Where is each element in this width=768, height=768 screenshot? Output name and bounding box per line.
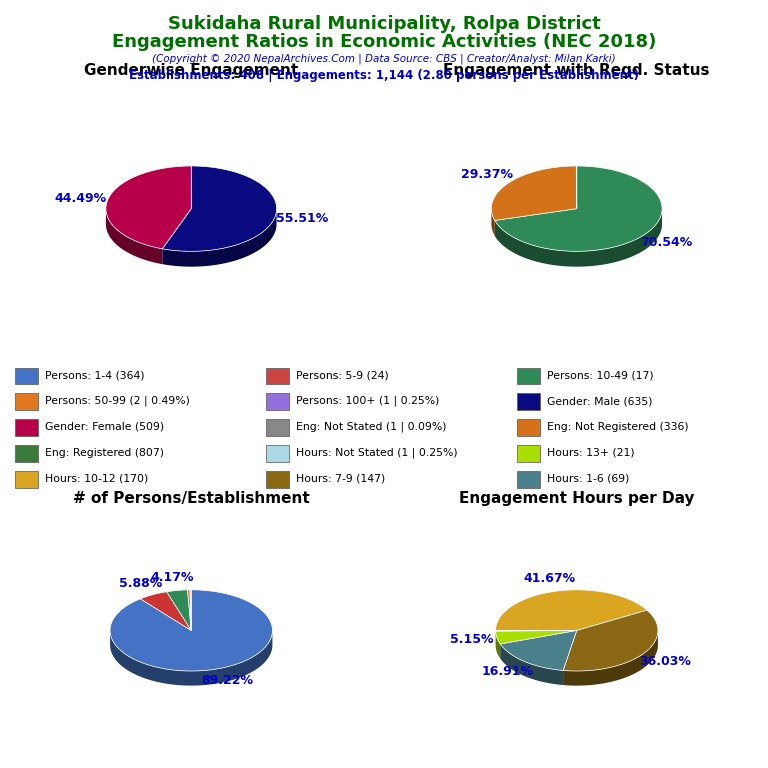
Text: Establishments: 408 | Engagements: 1,144 (2.80 persons per Establishment): Establishments: 408 | Engagements: 1,144… <box>129 69 639 82</box>
Title: Engagement with Regd. Status: Engagement with Regd. Status <box>443 63 710 78</box>
Polygon shape <box>190 590 191 631</box>
Polygon shape <box>500 644 563 685</box>
Text: Persons: 1-4 (364): Persons: 1-4 (364) <box>45 370 145 380</box>
Text: Gender: Female (509): Gender: Female (509) <box>45 422 164 432</box>
Text: 89.22%: 89.22% <box>201 674 253 687</box>
Text: 55.51%: 55.51% <box>276 212 329 225</box>
Polygon shape <box>106 209 162 264</box>
Text: Hours: Not Stated (1 | 0.25%): Hours: Not Stated (1 | 0.25%) <box>296 448 458 458</box>
Text: Hours: 10-12 (170): Hours: 10-12 (170) <box>45 474 148 484</box>
Text: (Copyright © 2020 NepalArchives.Com | Data Source: CBS | Creator/Analyst: Milan : (Copyright © 2020 NepalArchives.Com | Da… <box>152 54 616 65</box>
Polygon shape <box>106 166 191 249</box>
FancyBboxPatch shape <box>15 419 38 436</box>
Text: Engagement Ratios in Economic Activities (NEC 2018): Engagement Ratios in Economic Activities… <box>112 33 656 51</box>
Text: 70.54%: 70.54% <box>641 236 693 249</box>
FancyBboxPatch shape <box>266 445 289 462</box>
Text: Persons: 10-49 (17): Persons: 10-49 (17) <box>547 370 654 380</box>
Text: 36.03%: 36.03% <box>639 654 690 667</box>
Title: Engagement Hours per Day: Engagement Hours per Day <box>459 491 694 506</box>
Polygon shape <box>495 631 577 644</box>
FancyBboxPatch shape <box>517 445 540 462</box>
Polygon shape <box>563 610 658 671</box>
Polygon shape <box>492 166 577 220</box>
Polygon shape <box>162 209 276 266</box>
FancyBboxPatch shape <box>266 471 289 488</box>
Text: Persons: 5-9 (24): Persons: 5-9 (24) <box>296 370 389 380</box>
Polygon shape <box>563 631 658 686</box>
FancyBboxPatch shape <box>517 419 540 436</box>
Text: Hours: 13+ (21): Hours: 13+ (21) <box>547 448 634 458</box>
FancyBboxPatch shape <box>517 393 540 410</box>
Polygon shape <box>110 631 273 686</box>
FancyBboxPatch shape <box>15 471 38 488</box>
Text: Hours: 7-9 (147): Hours: 7-9 (147) <box>296 474 386 484</box>
Polygon shape <box>495 631 500 658</box>
Text: Eng: Registered (807): Eng: Registered (807) <box>45 448 164 458</box>
Title: # of Persons/Establishment: # of Persons/Establishment <box>73 491 310 506</box>
Polygon shape <box>187 590 191 631</box>
Text: 44.49%: 44.49% <box>55 193 106 206</box>
Text: 16.91%: 16.91% <box>482 665 534 678</box>
Text: Eng: Not Stated (1 | 0.09%): Eng: Not Stated (1 | 0.09%) <box>296 422 447 432</box>
Text: Eng: Not Registered (336): Eng: Not Registered (336) <box>547 422 689 432</box>
Title: Genderwise Engagement: Genderwise Engagement <box>84 63 299 78</box>
Polygon shape <box>110 590 273 671</box>
FancyBboxPatch shape <box>517 368 540 384</box>
Text: Persons: 100+ (1 | 0.25%): Persons: 100+ (1 | 0.25%) <box>296 396 439 406</box>
FancyBboxPatch shape <box>266 419 289 436</box>
Polygon shape <box>495 590 647 631</box>
FancyBboxPatch shape <box>15 368 38 384</box>
FancyBboxPatch shape <box>15 393 38 410</box>
FancyBboxPatch shape <box>266 368 289 384</box>
Polygon shape <box>495 210 662 266</box>
Text: 41.67%: 41.67% <box>523 572 575 585</box>
Polygon shape <box>495 166 662 251</box>
Polygon shape <box>500 631 577 670</box>
Text: 4.17%: 4.17% <box>151 571 194 584</box>
Text: Hours: 1-6 (69): Hours: 1-6 (69) <box>547 474 630 484</box>
Polygon shape <box>492 209 495 236</box>
Text: Gender: Male (635): Gender: Male (635) <box>547 396 653 406</box>
Text: Sukidaha Rural Municipality, Rolpa District: Sukidaha Rural Municipality, Rolpa Distr… <box>167 15 601 33</box>
Polygon shape <box>141 592 191 631</box>
Text: 5.15%: 5.15% <box>449 634 493 647</box>
FancyBboxPatch shape <box>15 445 38 462</box>
FancyBboxPatch shape <box>517 471 540 488</box>
Text: 29.37%: 29.37% <box>461 168 512 181</box>
Polygon shape <box>162 166 276 251</box>
Polygon shape <box>167 590 191 631</box>
Text: 5.88%: 5.88% <box>119 577 162 590</box>
Text: Persons: 50-99 (2 | 0.49%): Persons: 50-99 (2 | 0.49%) <box>45 396 190 406</box>
FancyBboxPatch shape <box>266 393 289 410</box>
